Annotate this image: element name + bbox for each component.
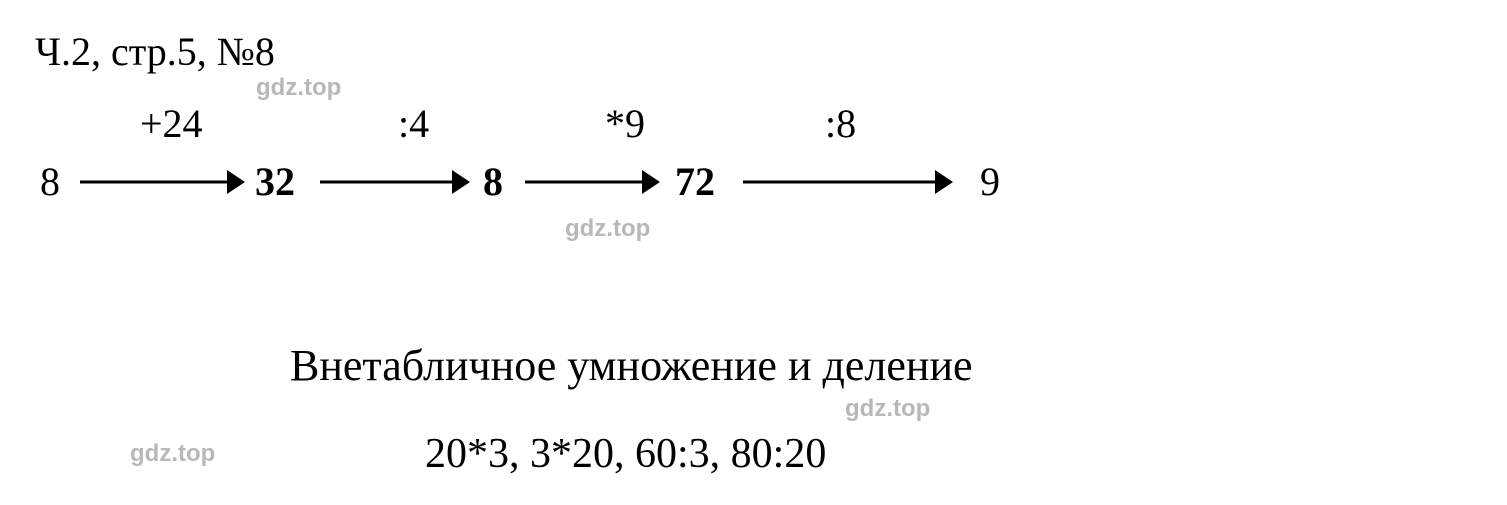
flow-value: 32 [255,158,295,205]
operation-label: :8 [825,100,856,147]
arrow-icon [320,182,470,196]
page-header: Ч.2, стр.5, №8 [35,28,275,75]
operation-label: *9 [605,100,645,147]
operation-label: :4 [398,100,429,147]
section-expression: 20*3, 3*20, 60:3, 80:20 [425,430,1325,478]
watermark: gdz.top [256,74,341,102]
flow-value: 8 [483,158,503,205]
flow-value-end: 9 [980,158,1000,205]
section-title: Внетабличное умножение и деление [290,340,1490,391]
arrow-icon [80,182,245,196]
watermark: gdz.top [845,395,930,423]
watermark: gdz.top [130,440,215,468]
operation-label: +24 [140,100,203,147]
arrow-icon [743,182,953,196]
arrow-icon [525,182,660,196]
flow-value-start: 8 [40,158,60,205]
flow-value: 72 [675,158,715,205]
flow-diagram: +24 :4 *9 :8 8 32 8 72 9 [35,104,1135,224]
